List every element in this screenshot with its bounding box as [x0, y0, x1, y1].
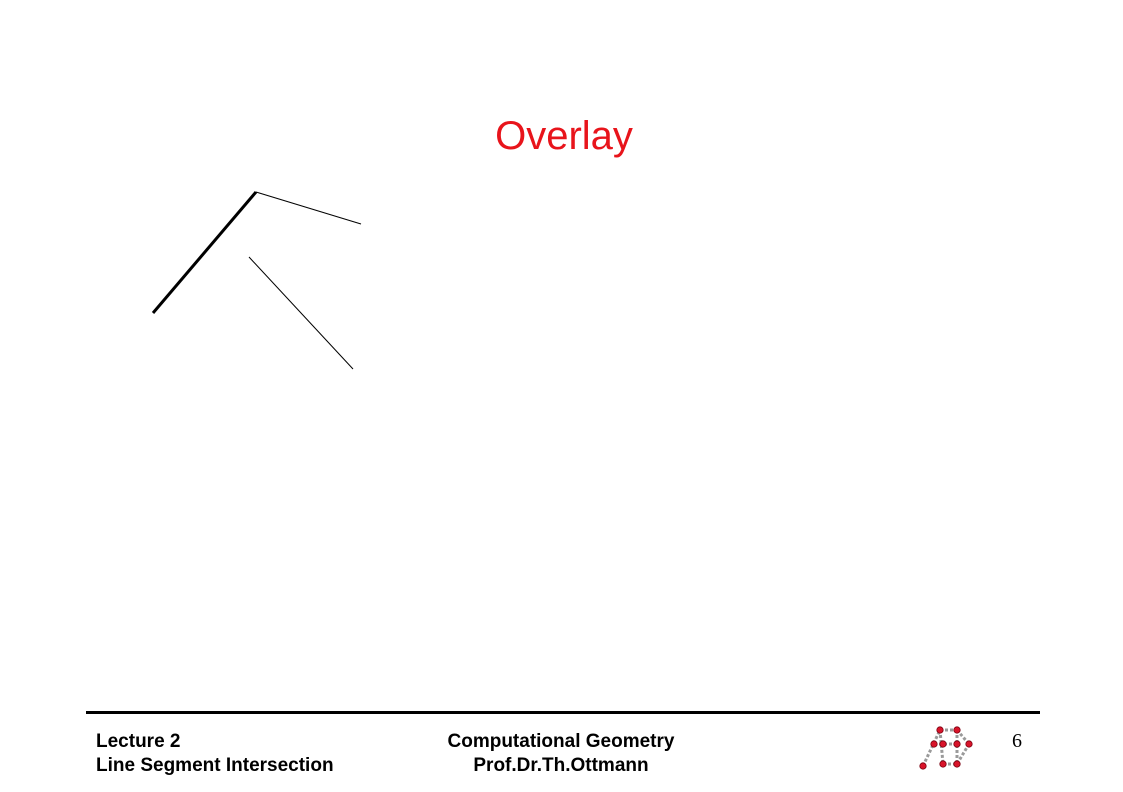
footer-lecture-info: Lecture 2 Line Segment Intersection	[96, 730, 334, 778]
thick-segment	[151, 191, 258, 314]
footer-course: Computational Geometry	[447, 731, 675, 752]
footer-divider	[86, 711, 1040, 714]
thin-segment-upper	[255, 191, 362, 225]
page-number: 6	[1012, 730, 1022, 752]
slide-title: Overlay	[495, 114, 633, 158]
footer-author: Prof.Dr.Th.Ottmann	[473, 755, 649, 776]
footer-lecture: Lecture 2	[96, 731, 181, 752]
footer-course-info: Computational Geometry Prof.Dr.Th.Ottman…	[435, 730, 687, 778]
footer-topic: Line Segment Intersection	[96, 755, 334, 776]
thin-segment-lower	[248, 256, 354, 370]
ad-logo-icon	[919, 726, 973, 770]
